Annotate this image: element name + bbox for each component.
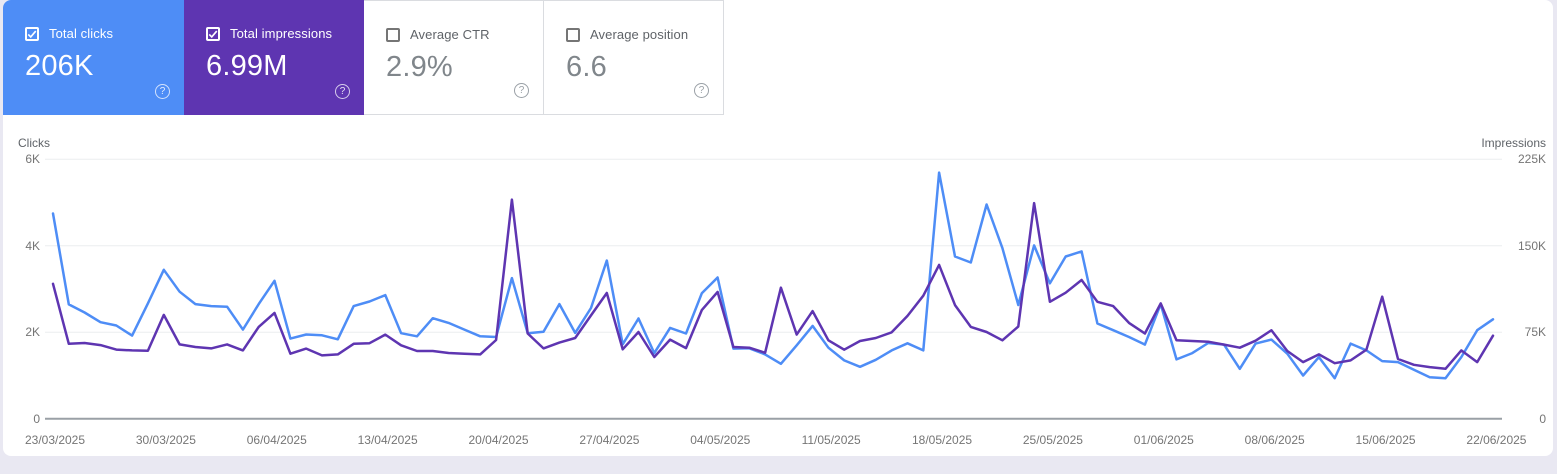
average-ctr-card[interactable]: Average CTR 2.9% xyxy=(364,0,544,115)
total-impressions-label: Total impressions xyxy=(230,26,333,41)
checkbox-checked-icon[interactable] xyxy=(206,26,220,41)
total-clicks-card[interactable]: Total clicks 206K xyxy=(3,0,184,115)
checkbox-unchecked-icon[interactable] xyxy=(386,27,400,42)
average-position-card-header: Average position xyxy=(566,27,688,42)
help-icon[interactable] xyxy=(335,84,350,99)
average-ctr-card-header: Average CTR xyxy=(386,27,490,42)
checkbox-unchecked-icon[interactable] xyxy=(566,27,580,42)
average-position-card[interactable]: Average position 6.6 xyxy=(544,0,724,115)
total-clicks-label: Total clicks xyxy=(49,26,114,41)
average-position-label: Average position xyxy=(590,27,689,42)
metric-cards-row: Total clicks 206K Total impressions 6.99… xyxy=(3,0,724,115)
total-impressions-card-header: Total impressions xyxy=(206,26,332,41)
total-clicks-card-header: Total clicks xyxy=(25,26,113,41)
help-icon[interactable] xyxy=(155,84,170,99)
average-ctr-value: 2.9% xyxy=(386,51,453,83)
total-clicks-value: 206K xyxy=(25,50,94,82)
checkbox-checked-icon[interactable] xyxy=(25,26,39,41)
help-icon[interactable] xyxy=(514,83,529,98)
average-ctr-label: Average CTR xyxy=(410,27,490,42)
average-position-value: 6.6 xyxy=(566,51,607,83)
total-impressions-value: 6.99M xyxy=(206,50,288,82)
help-icon[interactable] xyxy=(694,83,709,98)
total-impressions-card[interactable]: Total impressions 6.99M xyxy=(184,0,364,115)
